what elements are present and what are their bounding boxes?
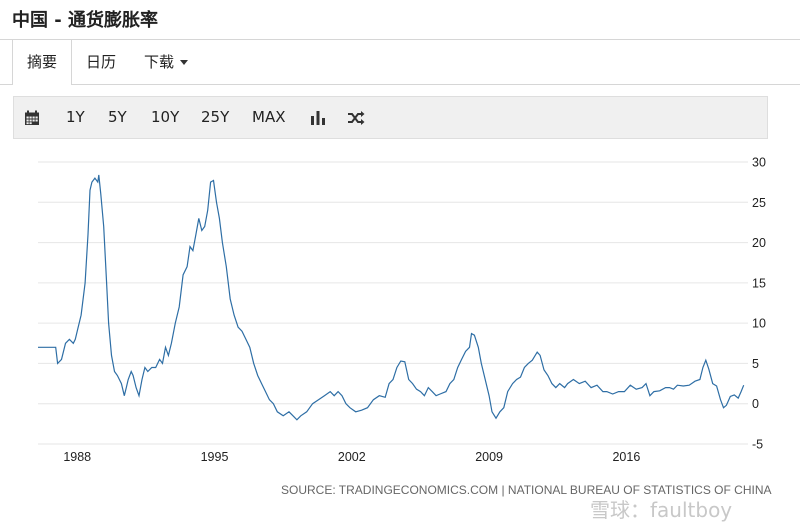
chart-toolbar: 1Y 5Y 10Y 25Y MAX (13, 96, 768, 139)
tab-download-label: 下载 (144, 53, 175, 71)
range-max-button[interactable]: MAX (252, 108, 286, 126)
x-axis-labels: 1988 1995 2002 2009 2016 (63, 450, 640, 464)
shuffle-icon[interactable] (347, 97, 365, 138)
watermark: 雪球：faultboy (590, 498, 733, 522)
tab-calendar-label: 日历 (86, 53, 117, 71)
y-axis-labels: 30 25 20 15 10 5 0 -5 (752, 156, 766, 452)
tab-calendar[interactable]: 日历 (72, 40, 130, 84)
tab-download[interactable]: 下载 (130, 40, 202, 84)
source-attribution: SOURCE: TRADINGECONOMICS.COM | NATIONAL … (281, 483, 772, 497)
tab-summary-label: 摘要 (27, 53, 58, 71)
chart-grid (38, 161, 748, 445)
page-title: 中国 - 通货膨胀率 (12, 10, 159, 31)
active-tab-gap (13, 84, 71, 85)
title-divider (0, 39, 800, 40)
y-tick-label: 10 (752, 317, 766, 331)
x-tick-label: 2009 (475, 450, 503, 464)
range-5y-button[interactable]: 5Y (108, 108, 127, 126)
x-tick-label: 2016 (612, 450, 640, 464)
bar-chart-icon[interactable] (310, 97, 326, 138)
chevron-down-icon (180, 60, 189, 65)
x-tick-label: 2002 (338, 450, 366, 464)
tab-summary[interactable]: 摘要 (12, 40, 73, 84)
y-tick-label: 20 (752, 236, 766, 250)
y-tick-label: 5 (752, 357, 759, 371)
range-10y-button[interactable]: 10Y (151, 108, 180, 126)
y-tick-label: 15 (752, 276, 766, 290)
x-tick-label: 1995 (201, 450, 229, 464)
y-tick-label: 0 (752, 397, 759, 411)
x-tick-label: 1988 (63, 450, 91, 464)
calendar-icon[interactable] (24, 97, 40, 138)
range-1y-button[interactable]: 1Y (66, 108, 85, 126)
y-tick-label: 25 (752, 196, 766, 210)
tab-bar: 摘要 日历 下载 (12, 40, 202, 84)
tab-divider (0, 84, 800, 85)
y-tick-label: 30 (752, 156, 766, 170)
range-25y-button[interactable]: 25Y (201, 108, 230, 126)
inflation-series-line (38, 174, 745, 421)
y-tick-label: -5 (752, 438, 763, 452)
